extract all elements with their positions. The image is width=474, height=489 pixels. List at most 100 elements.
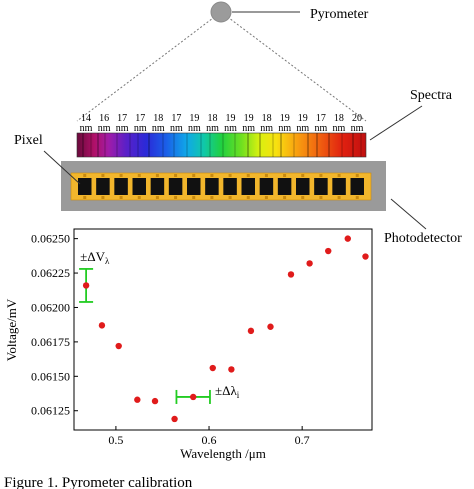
pixel-label-unit: nm	[188, 123, 201, 134]
y-axis-label: Voltage/mV	[4, 298, 19, 361]
pixel-pad-top	[192, 174, 196, 177]
pixel-pad-bottom	[246, 196, 250, 199]
photodetector-pixel	[187, 178, 201, 195]
pixel-pad-top	[355, 174, 359, 177]
voltage-wavelength-chart: 0.06125 0.06150 0.06175 0.06200 0.06225 0.062…	[4, 228, 373, 461]
spectra-label: Spectra	[410, 88, 453, 103]
spectrum-emission-lines	[82, 133, 362, 157]
pixel-label-number: 19	[226, 113, 236, 124]
data-point	[190, 393, 197, 401]
spectra-leader-line	[369, 105, 423, 141]
projection-line-left	[76, 11, 222, 122]
photodetector-pixels	[78, 174, 364, 199]
data-point	[151, 397, 159, 405]
pixel-label-unit: nm	[278, 123, 291, 134]
pixel-pad-top	[264, 174, 268, 177]
pixel-leader-line	[43, 150, 81, 185]
pixel-pad-top	[119, 174, 123, 177]
pixel-label-number: 19	[298, 113, 308, 124]
figure-caption: Figure 1. Pyrometer calibration	[4, 475, 193, 489]
pixel-label-number: 17	[171, 113, 181, 124]
pixel-label-number: 18	[334, 113, 344, 124]
pixel-label-number: 19	[244, 113, 254, 124]
data-point	[171, 415, 178, 423]
pixel-label-number: 19	[280, 113, 290, 124]
pixel-pad-bottom	[174, 196, 178, 199]
pixel-label-number: 18	[262, 113, 272, 124]
pixel-label-unit: nm	[170, 123, 183, 134]
pixel-pad-top	[137, 174, 141, 177]
pixel-pad-bottom	[355, 196, 359, 199]
pyrometer-group: Pyrometer	[76, 1, 369, 122]
pixel-label-unit: nm	[260, 123, 273, 134]
pixel-pad-top	[83, 174, 87, 177]
pixel-pad-top	[174, 174, 178, 177]
data-point	[134, 396, 141, 403]
pixel-pad-bottom	[228, 196, 232, 199]
pixel-pad-top	[337, 174, 341, 177]
pixel-label-unit: nm	[333, 123, 346, 134]
pixel-label-number: 18	[207, 113, 217, 124]
data-point	[287, 271, 295, 278]
pixel-label-unit: nm	[98, 123, 111, 134]
pyrometer-label: Pyrometer	[310, 7, 369, 22]
pixel-pad-top	[155, 174, 159, 177]
y-tick-label: 0.06150	[31, 369, 70, 383]
photodetector-pixel	[296, 178, 310, 195]
pixel-pad-bottom	[101, 196, 105, 199]
photodetector-pixel	[132, 178, 146, 195]
data-point	[247, 327, 255, 335]
y-tick-label: 0.06225	[31, 266, 70, 280]
photodetector-pixel	[241, 178, 255, 195]
pixel-pad-bottom	[264, 196, 268, 199]
pixel-pad-bottom	[210, 196, 214, 199]
photodetector-pixel	[114, 178, 128, 195]
x-axis-label: Wavelength /μm	[180, 446, 266, 461]
photodetector-pixel	[96, 178, 110, 195]
pixel-label-number: 17	[316, 113, 326, 124]
photodetector-pixel	[277, 178, 292, 195]
pixel-label-unit: nm	[314, 123, 327, 134]
x-axis-ticks: 0.5 0.6 0.7	[108, 426, 310, 447]
pixel-label-unit: nm	[134, 123, 147, 134]
x-tick-label: 0.5	[108, 433, 123, 447]
pixel-pad-top	[246, 174, 250, 177]
data-point	[228, 366, 235, 373]
pixel-label-unit: nm	[116, 123, 129, 134]
pixel-pad-top	[283, 174, 287, 177]
y-tick-label: 0.06200	[31, 300, 70, 314]
photodetector-pixel	[259, 178, 274, 195]
pixel-pad-top	[319, 174, 323, 177]
pixel-label-number: 17	[135, 113, 145, 124]
photodetector-pixel	[205, 178, 219, 195]
photodetector-pixel	[314, 178, 328, 195]
photodetector-pixel	[168, 178, 183, 195]
projection-line-right	[220, 11, 367, 122]
pyrometer-sensor	[210, 1, 232, 23]
pixel-label-unit: nm	[152, 123, 165, 134]
y-axis-ticks: 0.06125 0.06150 0.06175 0.06200 0.06225 0.062…	[31, 232, 78, 418]
x-tick-label: 0.6	[202, 433, 217, 447]
data-point	[82, 282, 90, 289]
data-point	[98, 322, 106, 329]
pixel-label-number: 20	[352, 113, 362, 124]
x-tick-label: 0.7	[295, 433, 310, 447]
pixel-pad-bottom	[137, 196, 141, 199]
plot-area-frame	[73, 228, 373, 431]
pixel-label-unit: nm	[224, 123, 237, 134]
pixel-label: Pixel	[14, 133, 43, 148]
